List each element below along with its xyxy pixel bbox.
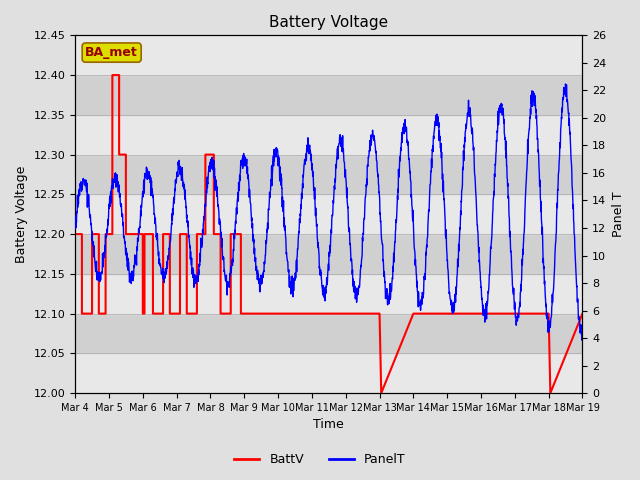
Bar [75,194,582,234]
Bar [75,313,582,353]
Bar [75,115,582,155]
Bar [75,36,582,75]
Title: Battery Voltage: Battery Voltage [269,15,388,30]
Bar [75,155,582,194]
Bar [75,75,582,115]
Bar [75,353,582,393]
Bar [75,234,582,274]
Text: BA_met: BA_met [85,46,138,59]
X-axis label: Time: Time [314,419,344,432]
Y-axis label: Panel T: Panel T [612,192,625,237]
Y-axis label: Battery Voltage: Battery Voltage [15,166,28,263]
Bar [75,274,582,313]
Legend: BattV, PanelT: BattV, PanelT [229,448,411,471]
